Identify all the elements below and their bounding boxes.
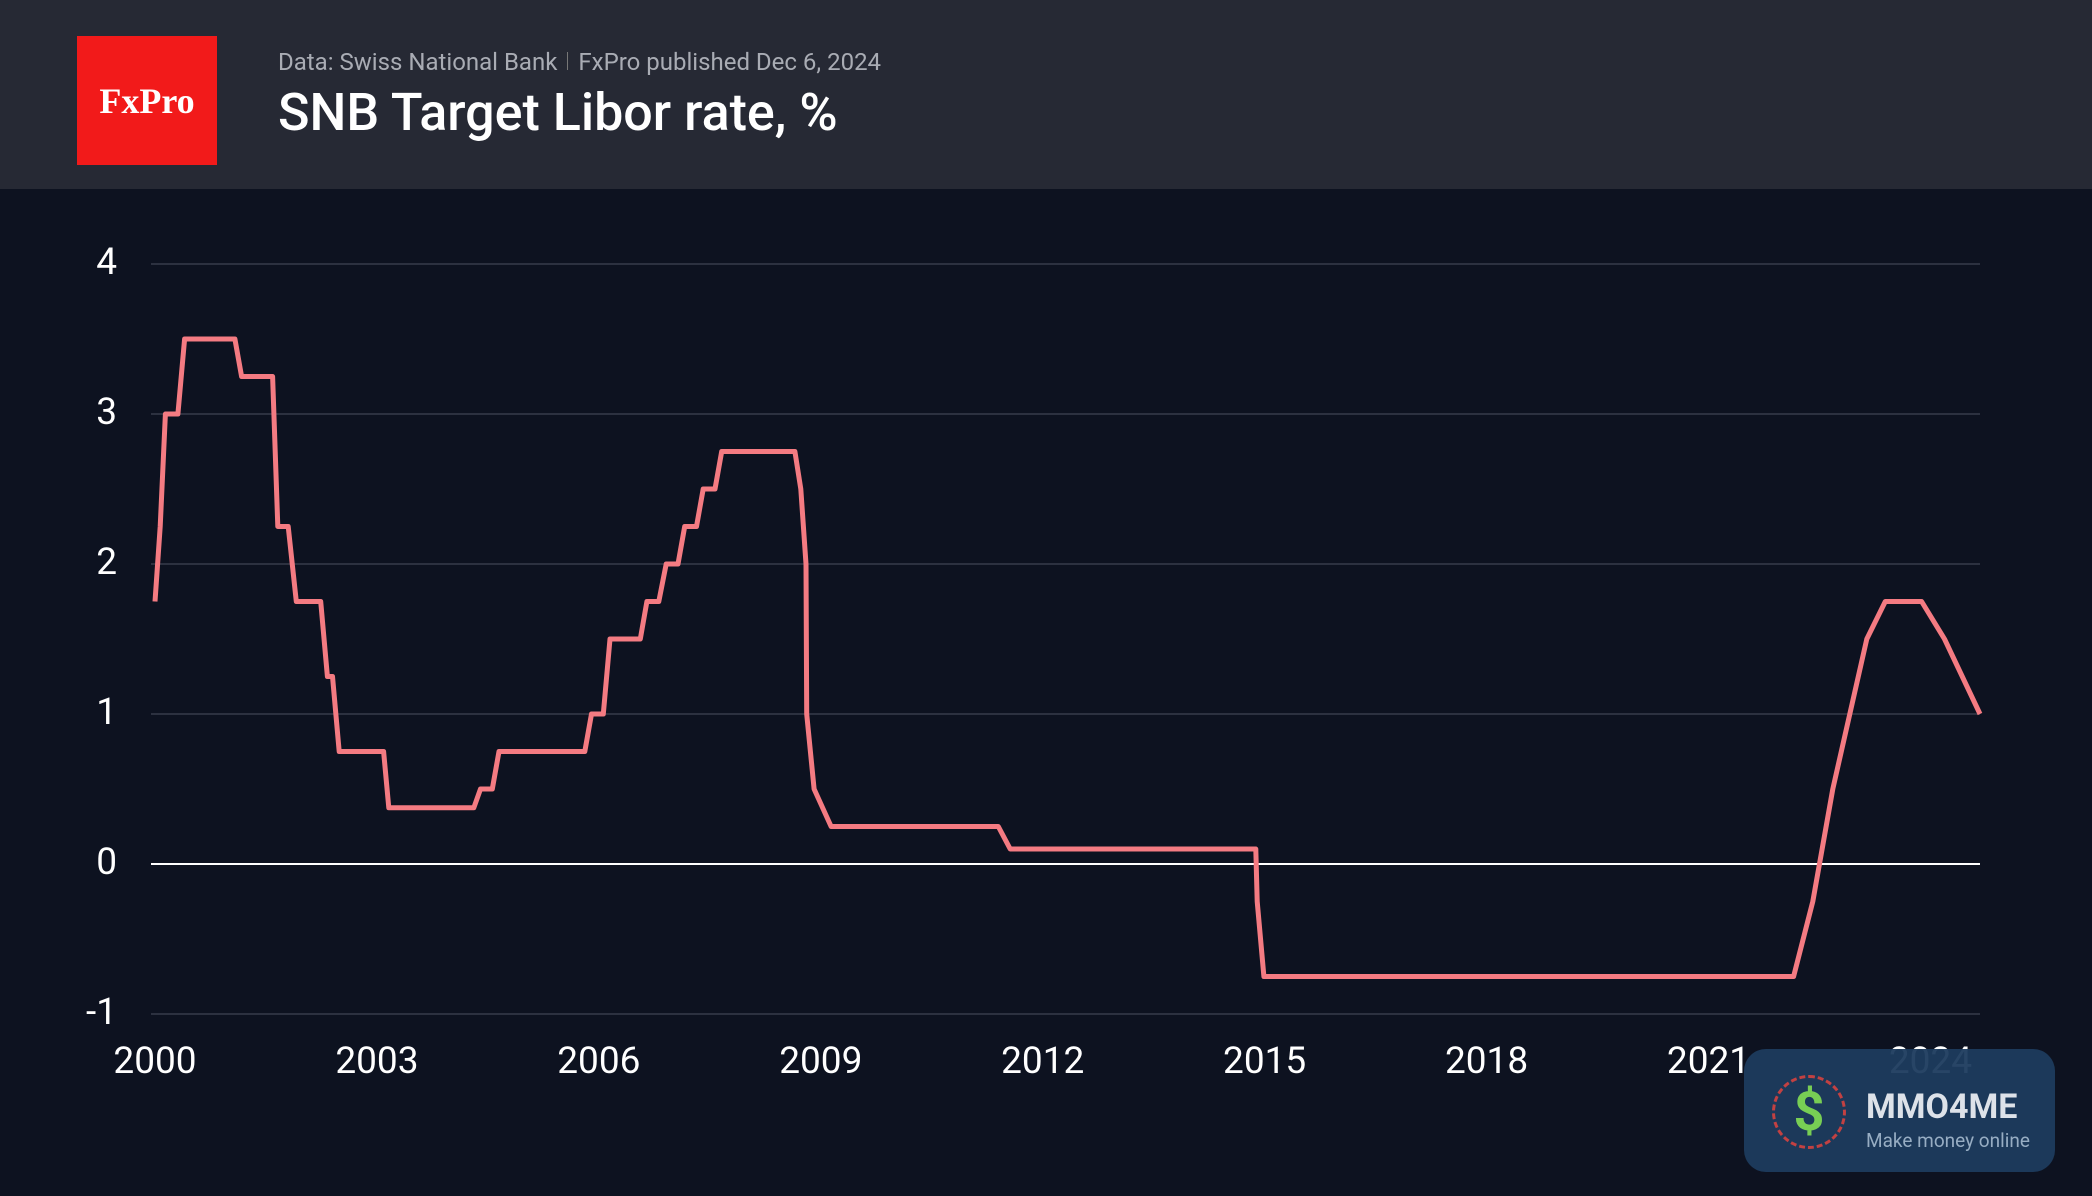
- watermark-name: MMO4ME: [1866, 1087, 2018, 1127]
- y-tick-label: 0: [96, 841, 117, 884]
- y-tick-label: 1: [96, 691, 117, 734]
- x-tick-label: 2003: [335, 1040, 418, 1083]
- y-tick-label: 3: [96, 391, 117, 434]
- chart-title: SNB Target Libor rate, %: [278, 82, 838, 143]
- line: [152, 336, 1983, 979]
- x-tick-label: 2000: [113, 1040, 196, 1083]
- y-tick-label: 4: [96, 241, 117, 284]
- source: Data: Swiss National Bank: [278, 48, 558, 76]
- x-tick-label: 2012: [1001, 1040, 1084, 1083]
- header: FxPro Data: Swiss National Bank FxPro pub…: [0, 0, 2092, 189]
- x-tick-label: 2018: [1445, 1040, 1528, 1083]
- meta: Data: Swiss National Bank FxPro published…: [278, 48, 881, 76]
- logo: FxPro: [77, 36, 217, 165]
- watermark: $ MMO4ME Make money online: [1744, 1049, 2055, 1172]
- x-tick-label: 2015: [1223, 1040, 1306, 1083]
- watermark-tagline: Make money online: [1866, 1129, 2030, 1152]
- published: FxPro published Dec 6, 2024: [578, 48, 882, 76]
- x-tick-label: 2021: [1667, 1040, 1750, 1083]
- x-tick-label: 2009: [779, 1040, 862, 1083]
- y-tick-label: -1: [86, 991, 117, 1034]
- separator: [567, 52, 569, 70]
- x-tick-label: 2006: [557, 1040, 640, 1083]
- y-tick-label: 2: [96, 541, 117, 584]
- watermark-icon: $: [1772, 1075, 1846, 1149]
